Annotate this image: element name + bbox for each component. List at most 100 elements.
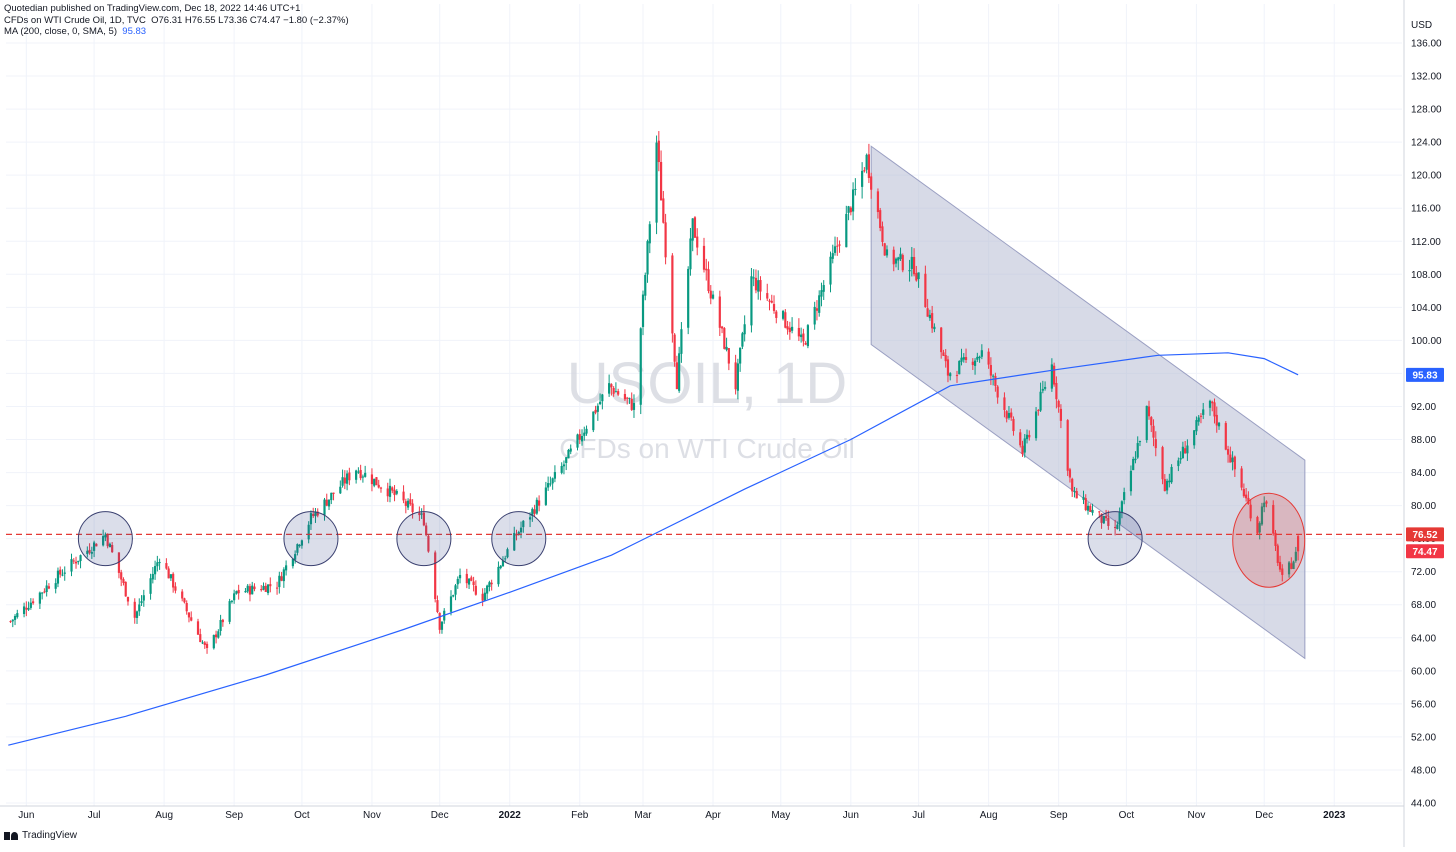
candle — [1292, 560, 1295, 570]
candle-body — [528, 517, 532, 520]
candle — [70, 553, 73, 577]
candle-body — [960, 357, 963, 362]
candle — [565, 456, 568, 471]
candle-body — [1217, 422, 1221, 427]
candle — [467, 578, 471, 590]
candle-body — [644, 275, 647, 296]
candle-body — [13, 615, 17, 620]
candle — [671, 253, 674, 343]
candle-body — [307, 524, 310, 540]
price-tick-label: 84.00 — [1411, 468, 1436, 479]
candle-body — [519, 527, 523, 533]
candle — [1276, 543, 1279, 567]
candle — [1114, 519, 1117, 536]
candle-body — [280, 576, 283, 581]
candle-body — [962, 357, 965, 360]
footer-brand[interactable]: TradingView — [4, 830, 77, 841]
candle-body — [406, 500, 410, 508]
candle — [379, 486, 383, 493]
time-tick-label: 2023 — [1323, 810, 1346, 821]
candle-body — [501, 560, 505, 567]
candle — [138, 598, 141, 616]
candle-body — [79, 555, 82, 562]
candle-body — [244, 591, 247, 593]
candle — [644, 272, 647, 301]
price-tick-label: 132.00 — [1411, 72, 1442, 83]
candle — [395, 489, 398, 496]
candle-body — [169, 574, 172, 579]
candle — [989, 357, 992, 385]
candle — [1231, 451, 1234, 471]
candle-body — [818, 295, 821, 313]
candle-body — [499, 565, 502, 569]
candle-body — [786, 326, 789, 330]
candle — [1084, 494, 1087, 512]
candle — [92, 540, 96, 558]
candle — [1202, 402, 1205, 420]
candle — [312, 507, 315, 518]
candle-body — [553, 472, 557, 479]
candle-body — [522, 520, 525, 528]
candle — [104, 532, 107, 542]
candle — [854, 178, 857, 196]
candle — [960, 348, 963, 366]
candle-body — [1181, 446, 1184, 459]
candle-body — [345, 473, 349, 484]
candle — [784, 309, 787, 329]
candle-body — [741, 333, 744, 347]
candle — [38, 591, 41, 609]
candle — [547, 476, 550, 491]
candle — [246, 584, 249, 594]
candle-body — [174, 586, 177, 591]
candle-body — [327, 499, 331, 507]
candle — [1116, 521, 1119, 530]
candle-body — [312, 513, 315, 516]
candle-body — [1272, 504, 1275, 534]
candle-body — [725, 346, 728, 350]
candle — [120, 569, 123, 587]
candle — [133, 598, 136, 624]
time-tick-label: Nov — [1188, 810, 1206, 821]
candle — [373, 478, 376, 488]
candle-body — [506, 549, 509, 558]
candle-body — [883, 243, 886, 256]
candle-body — [393, 489, 396, 496]
candle-body — [876, 191, 880, 213]
candle-body — [1197, 417, 1200, 422]
candle-body — [928, 314, 931, 319]
candle — [13, 614, 17, 626]
candle — [402, 485, 405, 504]
candle-body — [820, 290, 823, 297]
candle-body — [135, 611, 139, 618]
candle-body — [815, 308, 819, 311]
candle-body — [617, 391, 620, 395]
candle — [583, 426, 586, 441]
candle-body — [583, 432, 586, 436]
candle-body — [1138, 441, 1142, 443]
candle-body — [547, 483, 550, 488]
candle-body — [1213, 402, 1216, 417]
candle-body — [22, 606, 26, 615]
candle — [1021, 440, 1024, 457]
candle — [364, 465, 367, 478]
candle — [1028, 430, 1031, 441]
candle-body — [802, 333, 805, 342]
candle-body — [251, 585, 254, 595]
candle — [578, 429, 581, 445]
candle — [1059, 404, 1063, 429]
candle-body — [391, 487, 394, 491]
candle-body — [664, 222, 667, 258]
time-tick-label: Dec — [1255, 810, 1273, 821]
candle — [330, 492, 333, 505]
candle-body — [1041, 388, 1044, 391]
candle-body — [490, 582, 493, 585]
candle — [253, 583, 256, 592]
candle — [228, 598, 231, 625]
candle — [693, 216, 697, 238]
candle — [1229, 446, 1232, 463]
candle — [1154, 431, 1157, 457]
candle-body — [355, 470, 358, 480]
candle — [944, 349, 947, 368]
